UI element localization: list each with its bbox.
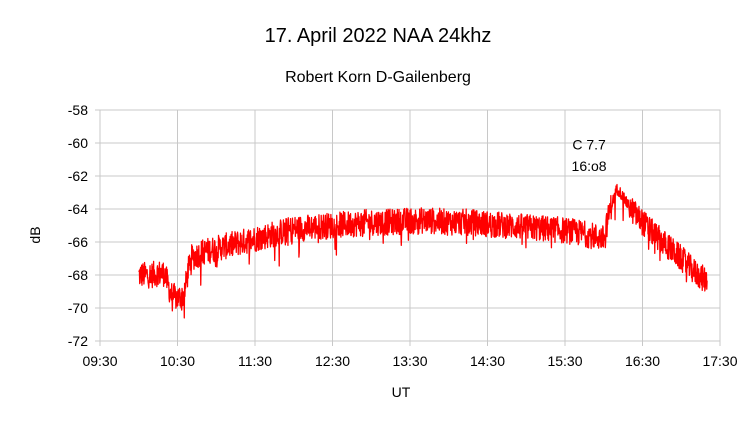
annotation-label: 16:o8: [572, 158, 607, 174]
tick-labels: -58 -60 -62 -64 -66 -68 -70 -72 09:30 10:30 11:30 1…: [68, 102, 738, 369]
y-tick-label: -60: [68, 135, 88, 151]
annotations: C 7.7 16:o8: [572, 137, 607, 174]
annotation-label: C 7.7: [572, 137, 606, 153]
y-tick-label: -70: [68, 300, 88, 316]
y-tick-label: -58: [68, 102, 88, 118]
x-tick-label: 11:30: [238, 353, 272, 369]
x-tick-label: 10:30: [160, 353, 195, 369]
plot-frame: [99, 109, 721, 342]
series-line: [138, 183, 708, 319]
y-tick-label: -72: [68, 333, 88, 349]
chart-title: 17. April 2022 NAA 24khz: [265, 25, 492, 47]
y-tick-label: -64: [68, 201, 88, 217]
x-tick-label: 13:30: [392, 353, 427, 369]
x-tick-label: 17:30: [702, 353, 737, 369]
x-tick-label: 14:30: [470, 353, 505, 369]
chart-subtitle: Robert Korn D-Gailenberg: [285, 69, 471, 86]
x-tick-label: 15:30: [547, 353, 582, 369]
series-layer: [138, 183, 708, 319]
y-tick-label: -66: [68, 234, 88, 250]
y-tick-label: -68: [68, 267, 88, 283]
y-axis-label: dB: [27, 226, 43, 243]
y-tick-label: -62: [68, 168, 88, 184]
x-tick-label: 12:30: [315, 353, 350, 369]
x-axis-label: UT: [392, 384, 411, 400]
x-tick-label: 09:30: [82, 353, 117, 369]
x-tick-label: 16:30: [625, 353, 660, 369]
